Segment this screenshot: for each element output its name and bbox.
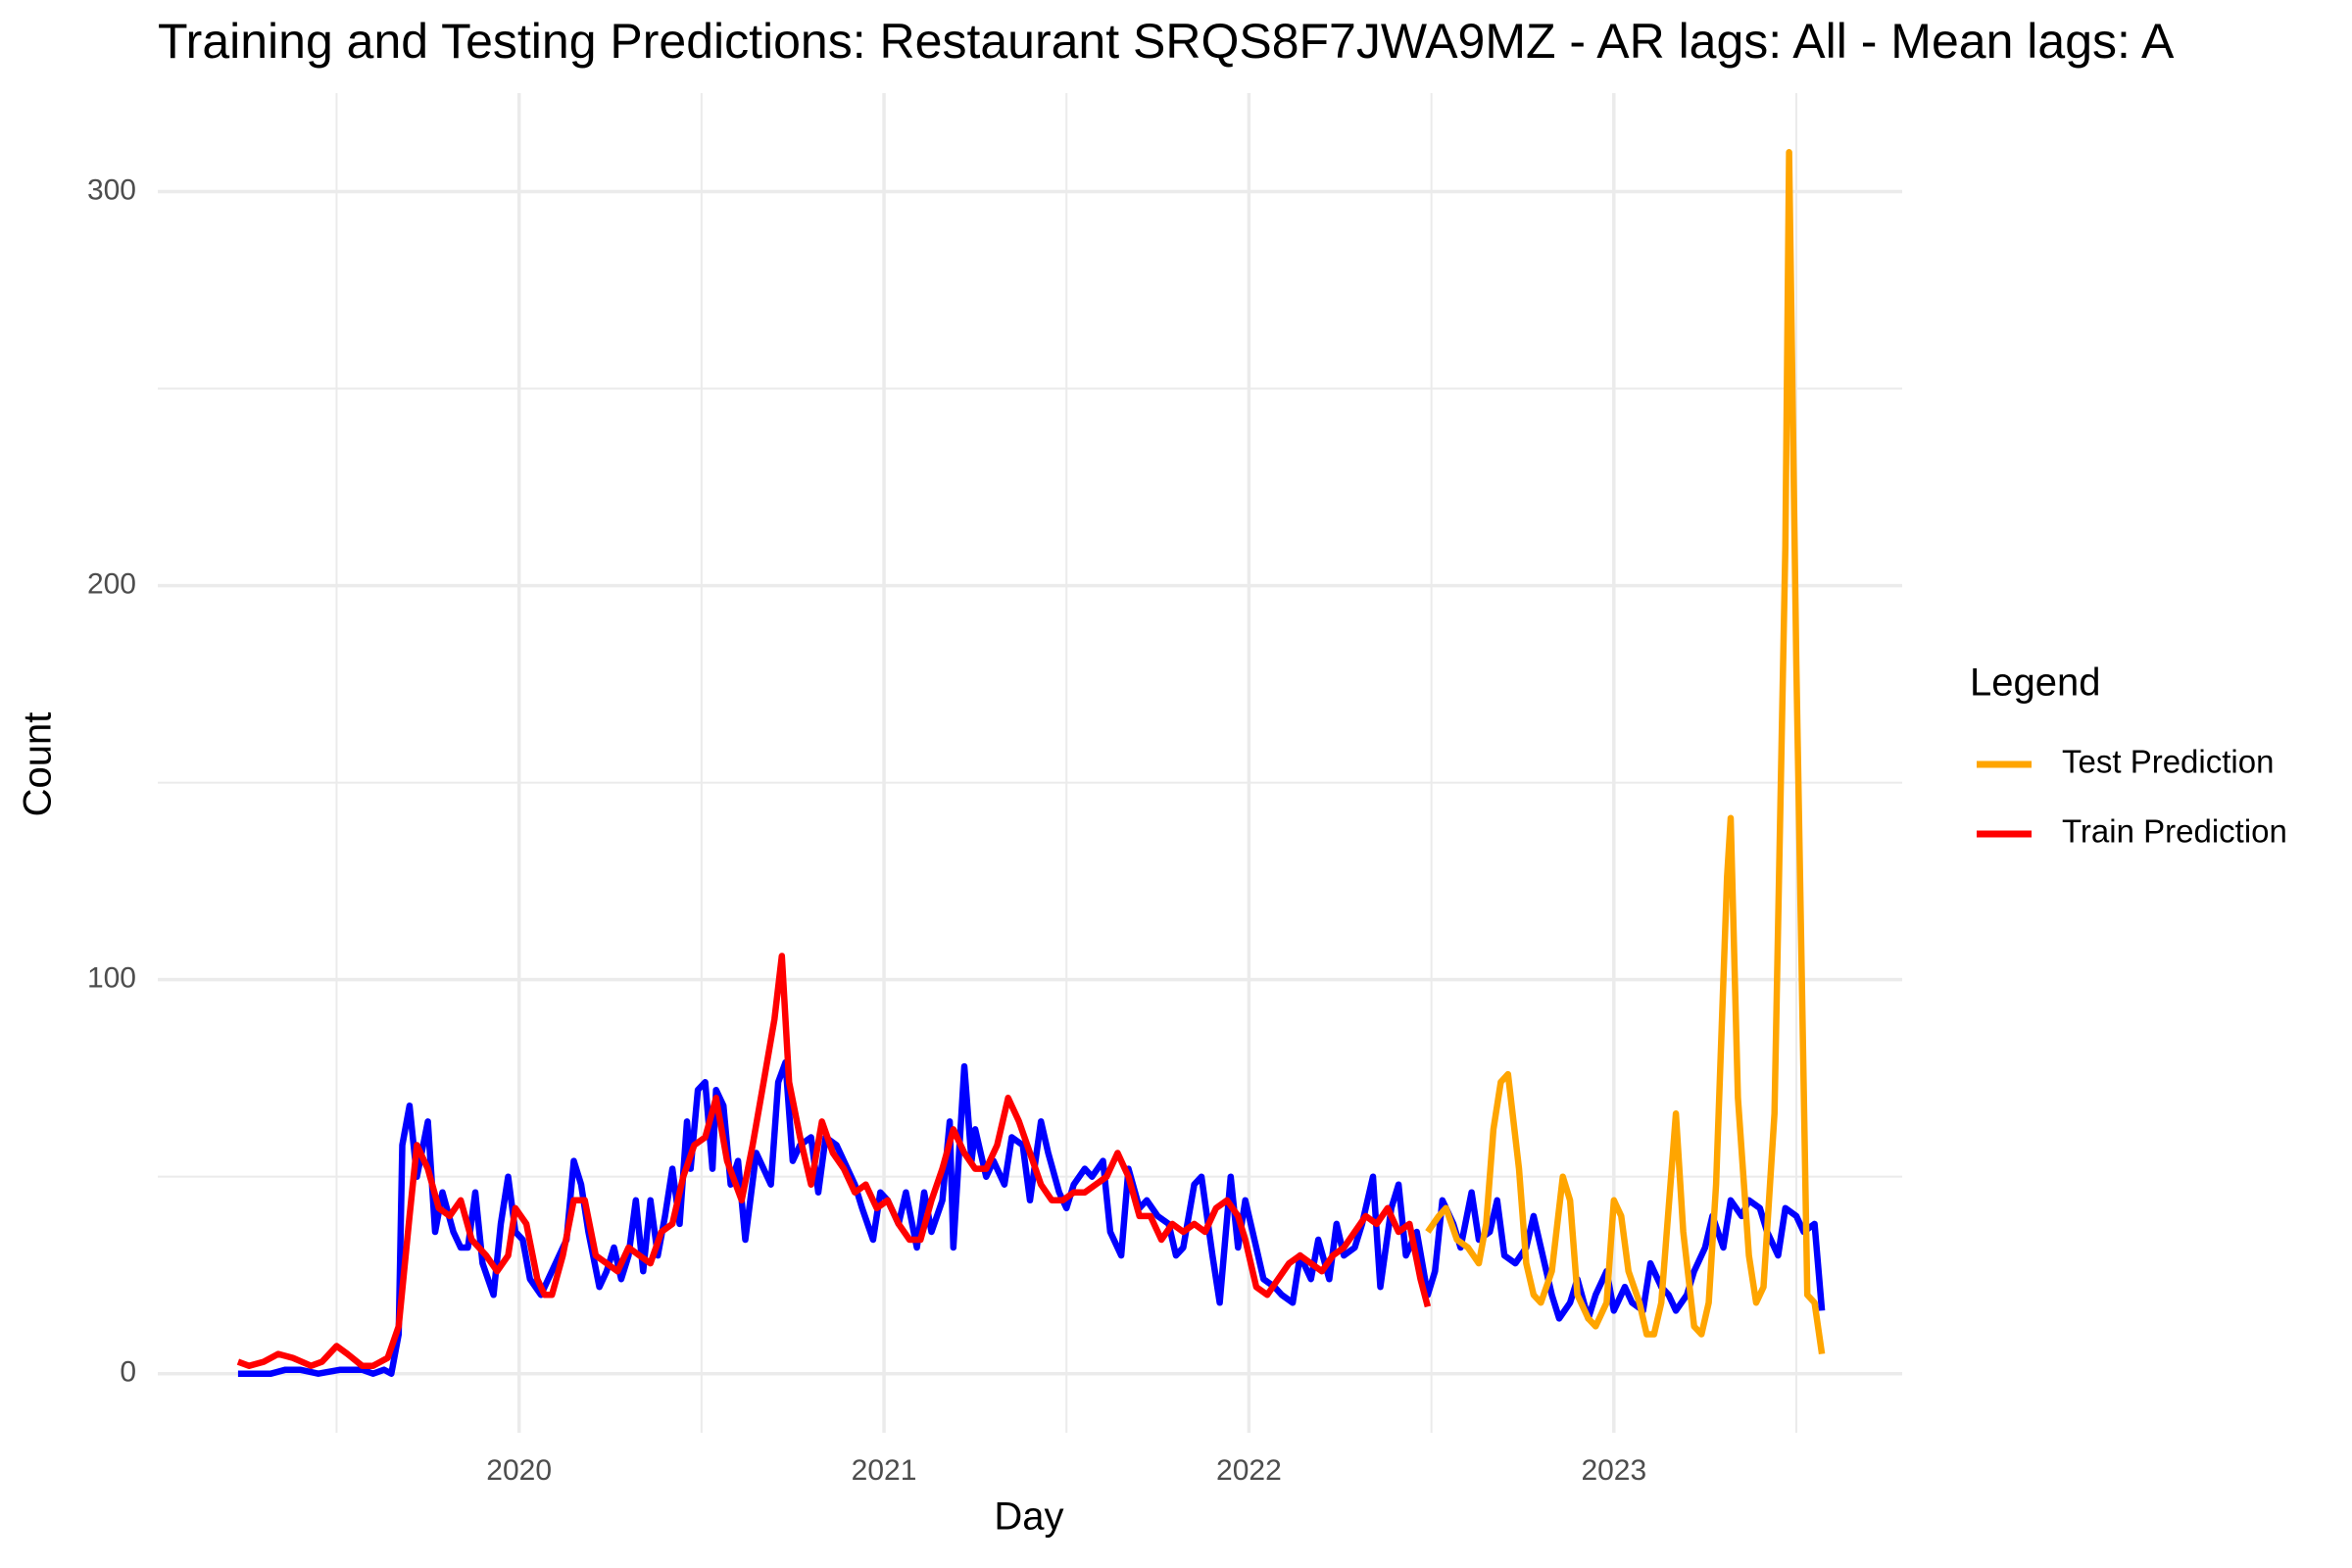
legend-label: Train Prediction (2062, 813, 2287, 850)
y-tick-label: 0 (120, 1356, 136, 1389)
x-axis-label: Day (994, 1495, 1063, 1539)
x-tick-label: 2022 (1216, 1454, 1282, 1487)
x-tick-label: 2020 (486, 1454, 552, 1487)
data-line (1425, 149, 1826, 1355)
legend-title: Legend (1970, 662, 2100, 705)
y-tick-label: 300 (87, 173, 136, 206)
y-tick-label: 200 (87, 567, 136, 600)
x-tick-label: 2021 (852, 1454, 917, 1487)
y-axis-label: Count (17, 712, 60, 817)
x-tick-label: 2023 (1581, 1454, 1646, 1487)
chart-title: Training and Testing Predictions: Restau… (158, 14, 2175, 69)
legend-label: Test Prediction (2062, 744, 2274, 780)
y-tick-label: 100 (87, 962, 136, 995)
data-line (236, 953, 1432, 1369)
